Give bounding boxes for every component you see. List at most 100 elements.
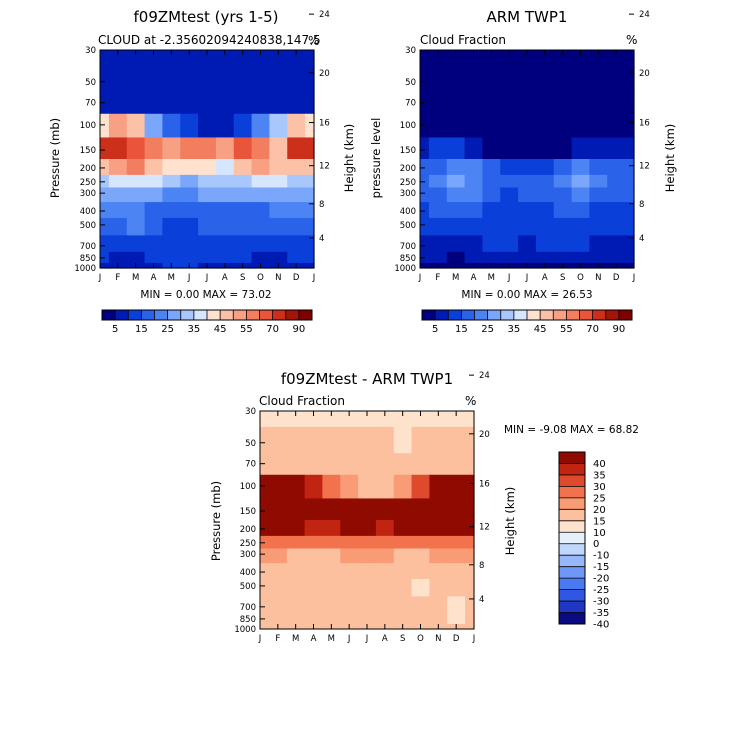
colorbar-diff-swatch	[559, 578, 585, 590]
model-y2tick-label: 24	[319, 10, 330, 20]
diff-cell	[447, 426, 466, 454]
obs-cell	[464, 50, 484, 67]
model-units: %	[308, 34, 319, 48]
diff-cell	[375, 578, 395, 597]
model-cell	[251, 65, 271, 93]
model-xtick-label: J	[98, 273, 102, 283]
model-xtick-label: M	[168, 273, 175, 283]
diff-cell	[286, 578, 306, 597]
colorbar-diff-swatch	[559, 520, 585, 533]
obs-cell	[535, 251, 555, 264]
diff-cell	[429, 411, 448, 428]
diff-cell	[286, 535, 306, 550]
diff-cell	[286, 596, 306, 614]
model-cell	[126, 217, 146, 236]
diff-cell	[286, 520, 306, 537]
obs-cell	[553, 235, 573, 253]
diff-xtick-label: M	[328, 634, 335, 644]
diff-cell	[268, 426, 288, 454]
obs-cell	[446, 235, 466, 253]
diff-cell	[304, 498, 324, 521]
model-cell	[251, 187, 271, 203]
obs-cell	[607, 174, 626, 189]
diff-cell	[465, 596, 475, 614]
obs-xtick-label: M	[452, 273, 459, 283]
obs-cell	[482, 202, 501, 219]
model-ytick-label: 850	[80, 254, 96, 264]
model-cell	[100, 113, 110, 139]
colorbar-diff-label: 0	[593, 539, 599, 550]
model-cell	[287, 137, 306, 160]
obs-ytick-label: 30	[405, 46, 416, 56]
colorbar-diff-label: -10	[593, 551, 609, 562]
diff-y2tick-label: 8	[479, 561, 484, 571]
diff-cell	[375, 612, 395, 625]
obs-cell	[518, 159, 537, 176]
diff-cell	[358, 520, 377, 537]
obs-ytick-label: 70	[405, 99, 416, 109]
obs-cell	[428, 187, 448, 203]
diff-cell	[358, 612, 377, 625]
obs-cell	[571, 187, 591, 203]
diff-cell	[340, 548, 359, 564]
diff-cell	[340, 411, 359, 428]
model-cell	[233, 251, 253, 264]
diff-cell	[322, 474, 341, 500]
diff-cell	[411, 498, 431, 521]
model-cell	[126, 137, 146, 160]
model-y2tick-label: 16	[319, 119, 330, 129]
obs-cell	[482, 159, 501, 176]
diff-cell	[411, 596, 431, 614]
panel-model-ylabel: Pressure (mb)	[48, 118, 62, 198]
colorbar-obs-label: 45	[534, 324, 547, 335]
panel-obs-title: ARM TWP1	[487, 8, 568, 26]
diff-ytick-label: 200	[240, 525, 256, 535]
diff-ytick-label: 500	[240, 582, 256, 592]
obs-cell	[571, 174, 591, 189]
obs-cell	[500, 235, 519, 253]
model-cell	[126, 174, 146, 189]
model-cell	[108, 251, 128, 264]
obs-cell	[553, 159, 573, 176]
colorbar-model-label: 35	[188, 324, 201, 335]
model-cell	[180, 137, 199, 160]
model-cell	[126, 251, 146, 264]
model-cell	[251, 217, 271, 236]
colorbar-obs-swatch	[527, 310, 541, 320]
model-cell	[215, 251, 235, 264]
obs-cell	[553, 65, 573, 93]
model-cell	[198, 174, 217, 189]
obs-cell	[428, 235, 448, 253]
obs-cell	[428, 113, 448, 139]
diff-cell	[465, 474, 475, 500]
diff-cell	[393, 596, 413, 614]
diff-cells	[260, 411, 475, 630]
diff-cell	[286, 563, 306, 580]
colorbar-model-label: 55	[240, 324, 253, 335]
obs-cell	[589, 50, 608, 67]
obs-cell	[446, 174, 466, 189]
model-cell	[287, 50, 306, 67]
model-xtick-label: J	[205, 273, 209, 283]
obs-xtick-label: A	[471, 273, 477, 283]
model-cell	[269, 159, 288, 176]
model-cell	[233, 187, 253, 203]
diff-cell	[465, 426, 475, 454]
model-cell	[269, 50, 288, 67]
obs-cell	[482, 235, 501, 253]
obs-cell	[420, 235, 430, 253]
obs-cell	[535, 202, 555, 219]
diff-cell	[304, 520, 324, 537]
diff-cell	[322, 535, 341, 550]
diff-cell	[393, 453, 413, 476]
diff-cell	[375, 548, 395, 564]
model-cell	[269, 202, 288, 219]
panel-obs-y2label: Height (km)	[663, 124, 677, 193]
colorbar-diff-swatch	[559, 452, 585, 464]
colorbar-obs-label: 35	[508, 324, 521, 335]
diff-cell	[260, 623, 270, 630]
colorbar-model-swatch	[246, 310, 260, 320]
diff-cell	[340, 578, 359, 597]
obs-cell	[625, 137, 635, 160]
obs-cell	[428, 251, 448, 264]
